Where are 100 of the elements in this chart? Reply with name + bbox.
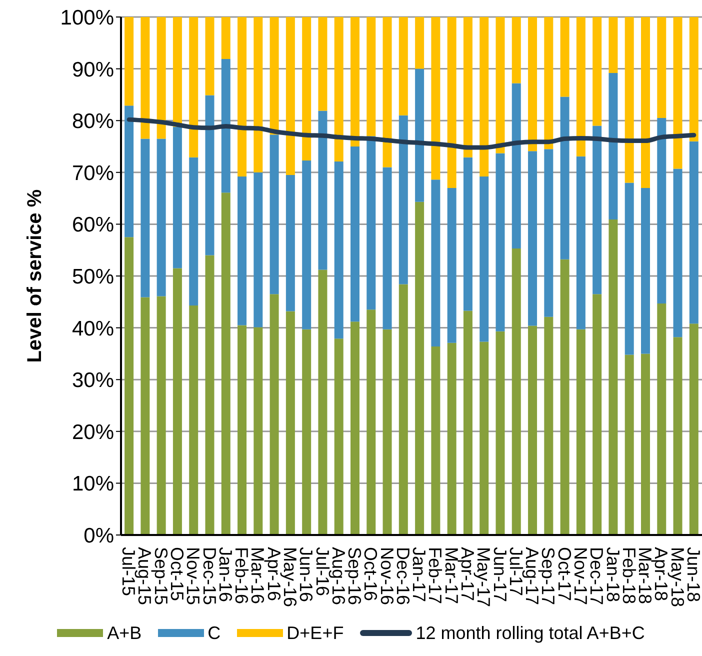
- bar: [382, 167, 392, 330]
- bar: [366, 310, 376, 535]
- bar: [238, 325, 247, 535]
- bar: [640, 17, 650, 188]
- bar: [415, 17, 424, 69]
- bar: [334, 338, 344, 535]
- bar: [302, 160, 312, 330]
- bar: [657, 17, 666, 118]
- bar: [318, 110, 328, 270]
- bar: [640, 188, 650, 354]
- bar: [140, 297, 150, 535]
- legend-label: A+B: [107, 622, 142, 644]
- bar: [576, 156, 586, 330]
- bar: [318, 270, 328, 535]
- bar: [496, 331, 505, 535]
- bar: [172, 126, 182, 268]
- bar: [608, 17, 618, 73]
- bar: [560, 17, 570, 97]
- y-tick-label: 40%: [72, 317, 114, 340]
- bar: [447, 17, 456, 188]
- bar: [624, 354, 634, 535]
- y-tick-label: 10%: [72, 472, 114, 496]
- bar: [221, 192, 230, 535]
- bar: [124, 17, 134, 106]
- bar: [398, 17, 408, 116]
- bar: [463, 310, 472, 535]
- bar: [592, 294, 602, 535]
- bar: [431, 346, 440, 535]
- legend-label: C: [208, 622, 221, 644]
- bar: [140, 17, 150, 139]
- bar: [156, 296, 166, 535]
- bar: [205, 95, 214, 256]
- bar: [576, 17, 586, 156]
- legend-label: 12 month rolling total A+B+C: [416, 622, 645, 644]
- y-tick-label: 30%: [72, 369, 114, 392]
- bar: [608, 72, 618, 220]
- bar: [221, 17, 230, 59]
- bar: [238, 176, 247, 326]
- bar: [382, 329, 392, 535]
- bar: [624, 182, 634, 355]
- bar: [366, 136, 376, 310]
- bar: [205, 255, 214, 535]
- bar: [286, 311, 295, 535]
- bar: [221, 58, 230, 193]
- bar: [302, 329, 312, 535]
- bar: [496, 17, 505, 154]
- bar: [350, 146, 360, 322]
- bar: [528, 326, 538, 535]
- y-axis-title: Level of service %: [24, 189, 46, 363]
- bar: [382, 17, 392, 168]
- bar: [366, 17, 376, 136]
- bar: [270, 134, 279, 294]
- y-tick-label: 60%: [72, 214, 114, 237]
- bar: [254, 327, 263, 535]
- bar: [124, 237, 134, 535]
- bar: [238, 17, 247, 177]
- bar: [512, 248, 521, 535]
- bar: [270, 17, 279, 135]
- y-tick-label: 50%: [72, 265, 114, 288]
- y-tick-label: 90%: [72, 58, 114, 82]
- bar: [189, 306, 198, 535]
- bar: [624, 17, 634, 183]
- bar: [431, 17, 440, 180]
- bar: [286, 174, 295, 312]
- bar: [415, 202, 424, 535]
- bar: [172, 268, 182, 535]
- bar: [480, 342, 489, 535]
- bar: [689, 141, 698, 324]
- y-tick-label: 20%: [72, 420, 114, 444]
- bar: [512, 17, 521, 84]
- bar: [640, 354, 650, 535]
- bar: [512, 83, 521, 249]
- bar: [657, 303, 666, 535]
- bar: [689, 324, 698, 535]
- bar: [172, 17, 182, 127]
- y-tick-label: 100%: [60, 6, 114, 30]
- bar: [528, 17, 538, 152]
- bar: [124, 106, 134, 238]
- bar: [156, 138, 166, 296]
- bar: [156, 17, 166, 139]
- bar: [592, 126, 602, 294]
- bar: [398, 115, 408, 284]
- bar: [673, 337, 682, 535]
- bar: [544, 316, 554, 535]
- bar: [270, 294, 279, 535]
- bar: [350, 322, 360, 535]
- bar: [398, 284, 408, 535]
- bar: [350, 17, 360, 146]
- bar: [334, 17, 344, 162]
- bar: [205, 17, 214, 96]
- bar: [480, 176, 489, 342]
- bar: [189, 17, 198, 158]
- bar: [560, 259, 570, 535]
- bar: [254, 17, 263, 172]
- bar: [608, 220, 618, 535]
- bar: [447, 342, 456, 535]
- bar: [544, 149, 554, 317]
- y-tick-label: 70%: [72, 162, 114, 185]
- bar: [447, 188, 456, 343]
- bar: [189, 157, 198, 306]
